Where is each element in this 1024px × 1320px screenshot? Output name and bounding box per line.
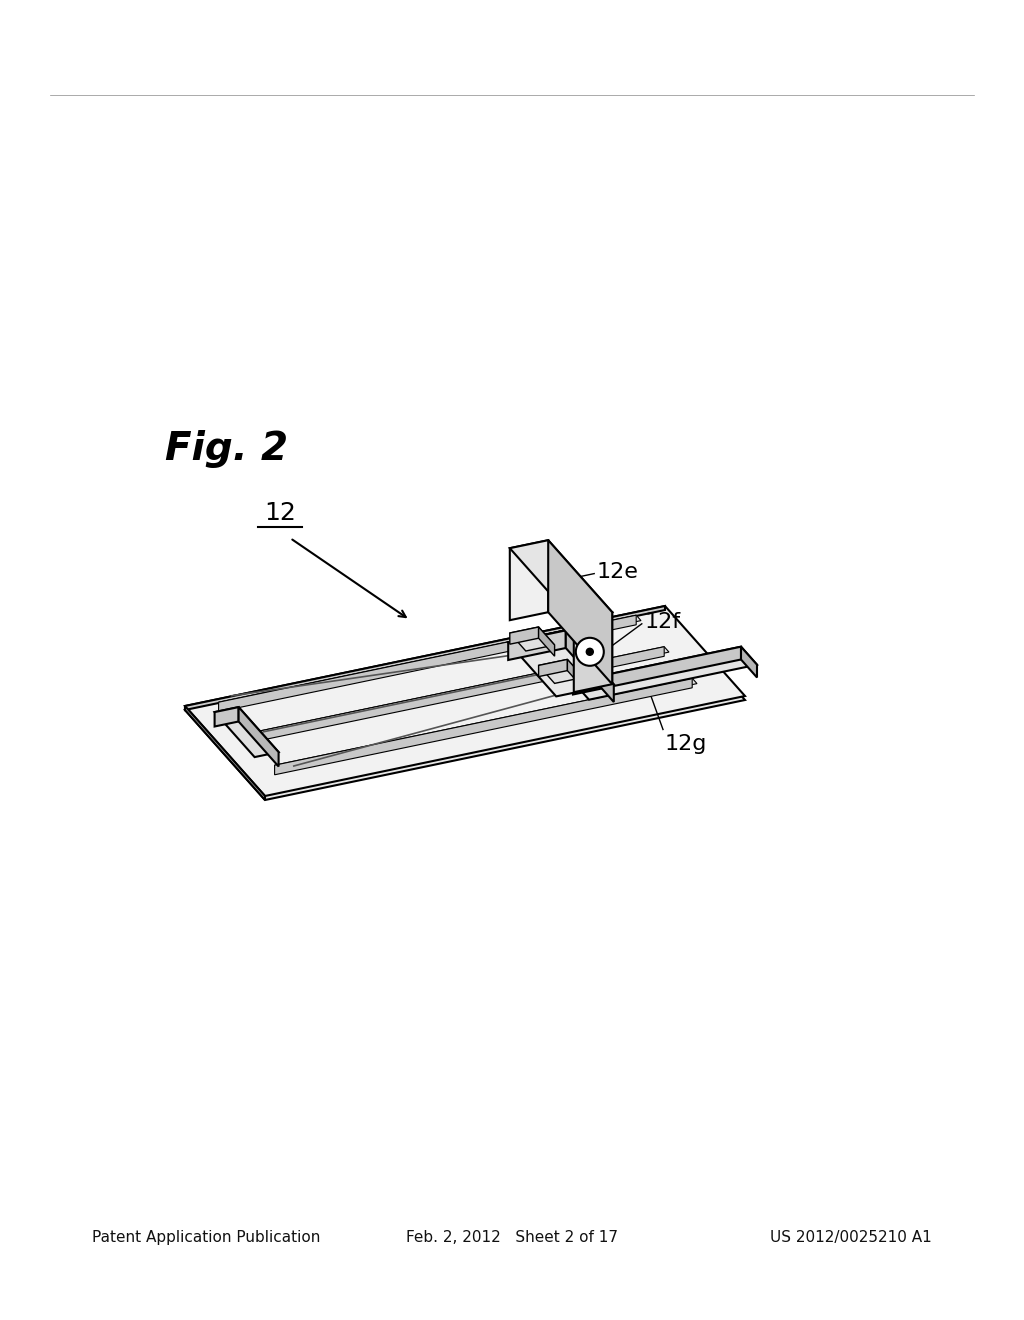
- Polygon shape: [218, 615, 641, 708]
- Text: US 2012/0025210 A1: US 2012/0025210 A1: [770, 1230, 932, 1245]
- Polygon shape: [573, 647, 757, 700]
- Polygon shape: [185, 610, 745, 800]
- Polygon shape: [185, 706, 265, 800]
- Polygon shape: [218, 615, 636, 711]
- Polygon shape: [185, 606, 745, 796]
- Text: Fig. 2: Fig. 2: [165, 430, 288, 469]
- Polygon shape: [215, 708, 239, 726]
- Polygon shape: [185, 606, 665, 710]
- Text: 12f: 12f: [645, 611, 681, 632]
- Polygon shape: [274, 678, 697, 771]
- Polygon shape: [215, 708, 279, 758]
- Polygon shape: [247, 647, 665, 743]
- Polygon shape: [508, 631, 613, 697]
- Polygon shape: [508, 631, 566, 660]
- Polygon shape: [510, 540, 548, 620]
- Polygon shape: [510, 627, 539, 644]
- Polygon shape: [510, 540, 612, 620]
- Text: Feb. 2, 2012   Sheet 2 of 17: Feb. 2, 2012 Sheet 2 of 17: [406, 1230, 618, 1245]
- Circle shape: [587, 648, 593, 655]
- Polygon shape: [741, 647, 757, 677]
- Circle shape: [575, 638, 604, 665]
- Polygon shape: [274, 678, 692, 775]
- Polygon shape: [573, 612, 612, 692]
- Text: 12g: 12g: [665, 734, 708, 755]
- Polygon shape: [510, 627, 555, 651]
- Text: 12e: 12e: [596, 561, 638, 582]
- Polygon shape: [566, 631, 613, 702]
- Polygon shape: [247, 647, 669, 739]
- Text: Patent Application Publication: Patent Application Publication: [92, 1230, 321, 1245]
- Polygon shape: [548, 540, 612, 684]
- Polygon shape: [539, 627, 555, 656]
- Text: 12: 12: [264, 502, 296, 525]
- Polygon shape: [539, 660, 584, 684]
- Polygon shape: [239, 708, 279, 767]
- Polygon shape: [567, 660, 584, 689]
- Polygon shape: [573, 647, 741, 694]
- Polygon shape: [539, 660, 567, 677]
